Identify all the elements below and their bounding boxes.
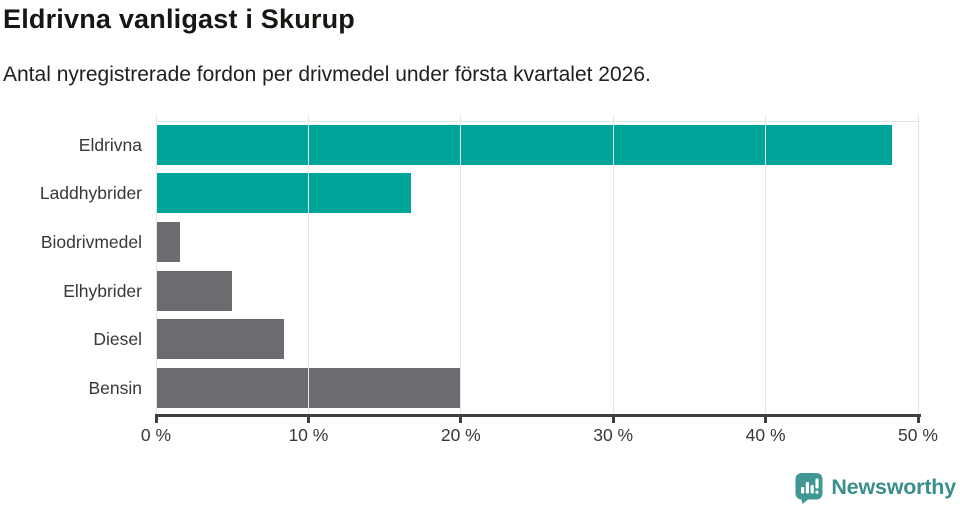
- x-axis-tick-label-0: 0 %: [140, 425, 172, 445]
- bar-chart: Eldrivna Laddhybrider Biodrivmedel Elhybrid…: [39, 115, 938, 445]
- x-axis-tick-30: [611, 416, 615, 423]
- bar-elhybrider: [156, 270, 233, 311]
- page-title: Eldrivna vanligast i Skurup: [3, 4, 355, 34]
- x-axis-tick-label-20: 20 %: [440, 425, 481, 445]
- grid-line-40: [765, 115, 767, 414]
- newsworthy-logo: Newsworthy: [794, 471, 956, 504]
- grid-line-20: [460, 115, 462, 414]
- newsworthy-logo-text: Newsworthy: [831, 475, 956, 499]
- bar-diesel: [156, 319, 284, 360]
- page-subtitle: Antal nyregistrerade fordon per drivmede…: [3, 63, 651, 86]
- grid-line-0: [155, 115, 157, 414]
- x-axis-tick-20: [459, 416, 463, 423]
- x-axis-tick-label-30: 30 %: [593, 425, 634, 445]
- x-axis-tick-0: [154, 416, 158, 423]
- x-axis-tick-label-10: 10 %: [288, 425, 329, 445]
- bar-eldrivna: [156, 124, 893, 165]
- x-axis-tick-label-40: 40 %: [745, 425, 786, 445]
- category-label-eldrivna: Eldrivna: [78, 134, 142, 155]
- grid-line-10: [307, 115, 309, 414]
- bar-biodrivmedel: [156, 221, 181, 262]
- grid-line-50: [917, 115, 919, 414]
- grid-line-30: [612, 115, 614, 414]
- category-label-diesel: Diesel: [93, 329, 142, 350]
- plot-top-border: [156, 121, 918, 122]
- x-axis-tick-10: [306, 416, 310, 423]
- category-label-laddhybrider: Laddhybrider: [39, 183, 142, 204]
- x-axis-tick-label-50: 50 %: [898, 425, 938, 445]
- category-label-biodrivmedel: Biodrivmedel: [40, 231, 142, 252]
- bar-laddhybrider: [156, 173, 411, 214]
- category-label-elhybrider: Elhybrider: [63, 280, 142, 301]
- x-axis-line: [154, 413, 921, 417]
- x-axis-tick-50: [916, 416, 920, 423]
- category-label-bensin: Bensin: [88, 378, 142, 398]
- newsworthy-bar-chart-bubble-icon: [795, 472, 823, 504]
- x-axis-tick-40: [764, 416, 768, 423]
